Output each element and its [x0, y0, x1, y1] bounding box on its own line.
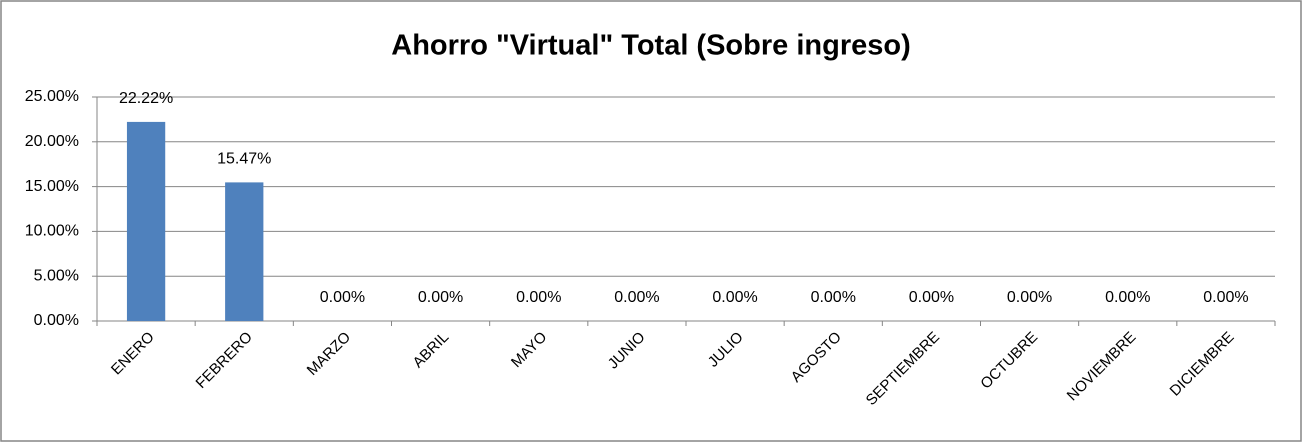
y-tick-label: 10.00%: [25, 223, 79, 240]
data-label: 0.00%: [418, 289, 463, 306]
data-label: 15.47%: [217, 151, 271, 168]
chart-title: Ahorro "Virtual" Total (Sobre ingreso): [391, 30, 910, 62]
y-tick-label: 20.00%: [25, 133, 79, 150]
y-tick-label: 5.00%: [34, 267, 79, 284]
data-label: 0.00%: [712, 289, 757, 306]
data-label: 0.00%: [1203, 289, 1248, 306]
data-label: 0.00%: [811, 289, 856, 306]
data-label: 0.00%: [516, 289, 561, 306]
y-tick-label: 0.00%: [34, 312, 79, 329]
data-label: 0.00%: [614, 289, 659, 306]
data-label: 0.00%: [1007, 289, 1052, 306]
data-label: 0.00%: [320, 289, 365, 306]
data-label: 0.00%: [1105, 289, 1150, 306]
data-label: 0.00%: [909, 289, 954, 306]
bar: [225, 182, 264, 321]
bar: [126, 121, 166, 321]
y-tick-label: 25.00%: [25, 88, 79, 105]
y-tick-label: 15.00%: [25, 178, 79, 195]
data-label: 22.22%: [119, 90, 173, 107]
